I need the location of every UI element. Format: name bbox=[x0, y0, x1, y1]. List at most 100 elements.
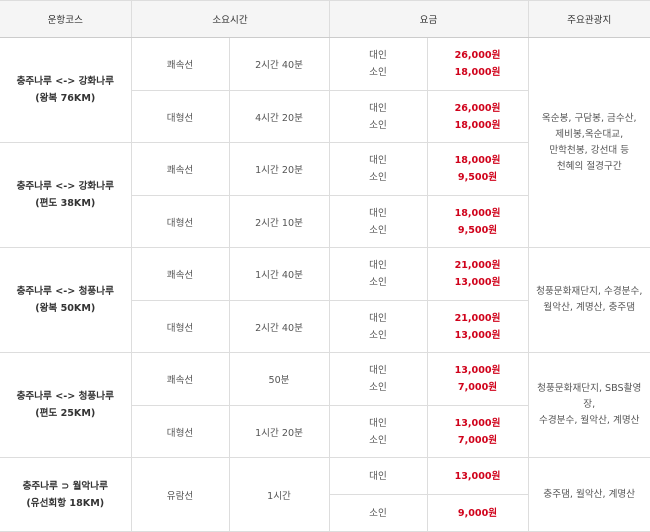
sights-line: 청풍문화재단지, 수경분수, bbox=[536, 286, 643, 297]
passenger-types: 대인 소인 bbox=[328, 300, 428, 353]
table-row: 대형선 2시간 40분 대인 소인 21,000원 13,000원 bbox=[0, 300, 650, 353]
route-course: 충주나루 ⊃ 월악나루 (유선회항 18KM) bbox=[0, 457, 132, 532]
sights-line: 월악산, 계명산, 충주댐 bbox=[543, 302, 636, 313]
price-child: 7,000원 bbox=[457, 434, 498, 446]
price-child: 18,000원 bbox=[454, 119, 501, 131]
table-header-row: 운항코스 소요시간 요금 주요관광지 bbox=[0, 0, 650, 38]
duration-value: 1시간 40분 bbox=[228, 247, 330, 301]
route-name: 충주나루 <-> 청풍나루 bbox=[16, 286, 114, 297]
boat-type: 유람선 bbox=[130, 457, 230, 532]
sights-cell: 청풍문화재단지, SBS촬영장, 수경분수, 월악산, 계명산 bbox=[527, 352, 650, 458]
passenger-child: 소인 bbox=[369, 119, 387, 131]
passenger-child: 소인 bbox=[369, 382, 387, 393]
passenger-types: 대인 소인 bbox=[328, 37, 428, 91]
duration-value: 2시간 10분 bbox=[228, 195, 330, 248]
price-child: 13,000원 bbox=[454, 329, 501, 341]
duration-value: 2시간 40분 bbox=[228, 300, 330, 353]
route-name: 충주나루 <-> 강화나루 bbox=[16, 76, 114, 87]
passenger-adult: 대인 bbox=[369, 155, 387, 166]
passenger-adult: 대인 bbox=[369, 417, 387, 429]
passenger-adult: 대인 bbox=[369, 207, 387, 219]
table-row: 충주나루 <-> 강화나루 (편도 38KM) 쾌속선 1시간 20분 대인 소… bbox=[0, 142, 650, 248]
header-sights: 주요관광지 bbox=[527, 0, 650, 38]
price-adult: 13,000원 bbox=[454, 365, 501, 376]
table-row: 대형선 2시간 10분 대인 소인 18,000원 9,500원 bbox=[0, 195, 650, 248]
price-adult: 21,000원 bbox=[454, 260, 501, 271]
route-course: 충주나루 <-> 강화나루 (편도 38KM) bbox=[0, 142, 132, 248]
table-row: 충주나루 <-> 강화나루 (왕복 76KM) 쾌속선 2시간 40분 대인 소… bbox=[0, 37, 650, 248]
passenger-types: 대인 소인 bbox=[328, 247, 428, 301]
boat-type: 쾌속선 bbox=[130, 142, 230, 196]
sights-line: 옥순봉, 구담봉, 금수산, bbox=[541, 112, 637, 124]
route-distance: (왕복 76KM) bbox=[35, 93, 96, 104]
route-distance: (유선회항 18KM) bbox=[26, 497, 105, 509]
table-row: 충주나루 <-> 청풍나루 (편도 25KM) 쾌속선 50분 대인 소인 13… bbox=[0, 352, 650, 458]
passenger-adult: 대인 bbox=[369, 260, 387, 271]
route-name: 충주나루 <-> 청풍나루 bbox=[16, 391, 114, 402]
passenger-adult: 대인 bbox=[328, 457, 428, 495]
price-child: 9,500원 bbox=[457, 172, 498, 183]
passenger-child: 소인 bbox=[369, 67, 387, 78]
price-child: 7,000원 bbox=[457, 382, 498, 393]
sights-line: 청풍문화재단지, SBS촬영장, bbox=[537, 383, 642, 410]
price-adult: 26,000원 bbox=[454, 50, 501, 61]
price-adult: 26,000원 bbox=[454, 102, 501, 114]
route-course: 충주나루 <-> 청풍나루 (왕복 50KM) bbox=[0, 247, 132, 353]
table-row: 대형선 1시간 20분 대인 소인 13,000원 7,000원 bbox=[0, 405, 650, 458]
passenger-child: 소인 bbox=[369, 172, 387, 183]
passenger-types: 대인 소인 bbox=[328, 90, 428, 143]
passenger-child: 소인 bbox=[369, 224, 387, 236]
fare-prices: 18,000원 9,500원 bbox=[426, 195, 528, 248]
header-duration: 소요시간 bbox=[130, 0, 330, 38]
duration-value: 4시간 20분 bbox=[228, 90, 330, 143]
fare-prices: 26,000원 18,000원 bbox=[426, 90, 528, 143]
price-adult: 18,000원 bbox=[454, 155, 501, 166]
header-fare: 요금 bbox=[328, 0, 529, 38]
fare-prices: 13,000원 7,000원 bbox=[426, 352, 529, 406]
sights-cell: 충주댐, 월악산, 계명산 bbox=[527, 457, 650, 532]
price-adult: 21,000원 bbox=[454, 312, 501, 324]
price-adult: 13,000원 bbox=[454, 417, 501, 429]
passenger-child: 소인 bbox=[369, 277, 387, 288]
price-child: 9,000원 bbox=[426, 494, 528, 532]
boat-type: 대형선 bbox=[131, 300, 230, 353]
sights-line: 제비봉,옥순대교, bbox=[555, 128, 624, 140]
sights-cell: 청풍문화재단지, 수경분수, 월악산, 계명산, 충주댐 bbox=[527, 247, 650, 353]
route-distance: (편도 38KM) bbox=[35, 198, 96, 209]
sights-line: 수경분수, 월악산, 계명산 bbox=[539, 415, 640, 426]
duration-value: 1시간 20분 bbox=[228, 142, 330, 196]
fare-prices: 18,000원 9,500원 bbox=[426, 142, 528, 196]
route-name: 충주나루 <-> 강화나루 bbox=[16, 181, 114, 192]
boat-type: 대형선 bbox=[131, 90, 230, 143]
passenger-types: 대인 소인 bbox=[328, 195, 428, 248]
route-distance: (왕복 50KM) bbox=[35, 303, 96, 314]
passenger-types: 대인 소인 bbox=[328, 352, 428, 406]
boat-type: 쾌속선 bbox=[130, 37, 230, 91]
boat-type: 대형선 bbox=[131, 195, 230, 248]
passenger-child: 소인 bbox=[369, 329, 387, 341]
route-distance: (편도 25KM) bbox=[35, 408, 96, 419]
duration-value: 1시간 20분 bbox=[228, 405, 330, 458]
fare-prices: 26,000원 18,000원 bbox=[426, 37, 529, 91]
table-row: 충주나루 ⊃ 월악나루 (유선회항 18KM) 유람선 1시간 대인 13,00… bbox=[0, 457, 650, 532]
duration-value: 1시간 bbox=[228, 457, 330, 532]
duration-value: 2시간 40분 bbox=[228, 37, 330, 91]
boat-type: 대형선 bbox=[131, 405, 230, 458]
fare-prices: 21,000원 13,000원 bbox=[426, 247, 529, 301]
passenger-adult: 대인 bbox=[369, 365, 387, 376]
fare-prices: 13,000원 7,000원 bbox=[426, 405, 528, 458]
price-child: 18,000원 bbox=[454, 67, 501, 78]
fare-prices: 21,000원 13,000원 bbox=[426, 300, 528, 353]
passenger-child: 소인 bbox=[369, 434, 387, 446]
price-adult: 18,000원 bbox=[454, 207, 501, 219]
price-child: 13,000원 bbox=[454, 277, 501, 288]
route-name: 충주나루 ⊃ 월악나루 bbox=[22, 480, 108, 492]
passenger-child: 소인 bbox=[329, 494, 428, 532]
passenger-types: 대인 소인 bbox=[328, 405, 428, 458]
passenger-adult: 대인 bbox=[369, 50, 387, 61]
route-course: 충주나루 <-> 강화나루 (왕복 76KM) bbox=[0, 37, 132, 143]
table-row: 충주나루 <-> 청풍나루 (왕복 50KM) 쾌속선 1시간 40분 대인 소… bbox=[0, 247, 650, 353]
passenger-adult: 대인 bbox=[369, 312, 387, 324]
route-course: 충주나루 <-> 청풍나루 (편도 25KM) bbox=[0, 352, 132, 458]
